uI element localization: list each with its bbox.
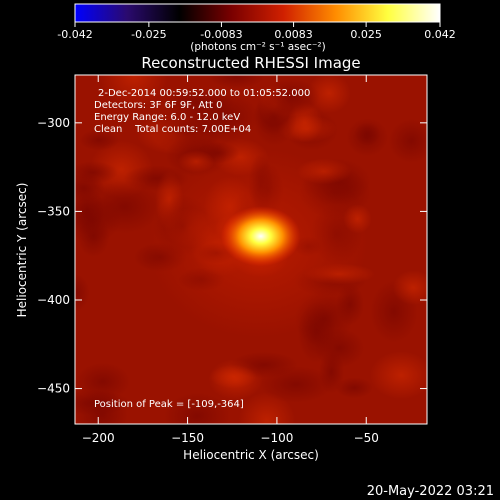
y-axis-label: Heliocentric Y (arcsec)	[15, 183, 29, 318]
annotation-time-range: 2-Dec-2014 00:59:52.000 to 01:05:52.000	[98, 88, 310, 99]
texture-blob	[75, 390, 128, 424]
x-tick-label: −150	[171, 431, 204, 445]
texture-blob	[99, 75, 168, 108]
annotation-energy-range: Energy Range: 6.0 - 12.0 keV	[94, 112, 240, 123]
colorbar-tick-label: -0.025	[131, 28, 166, 41]
texture-blob	[163, 392, 231, 424]
colorbar-gradient	[74, 3, 441, 23]
peak-source	[220, 206, 301, 267]
texture-blob	[75, 161, 119, 184]
colorbar-tick-label: 0.025	[350, 28, 382, 41]
texture-blob	[388, 118, 427, 164]
annotation-clean-counts: Clean Total counts: 7.00E+04	[94, 124, 251, 135]
texture-blob	[259, 366, 333, 403]
x-tick-label: −100	[260, 431, 293, 445]
x-axis-label: Heliocentric X (arcsec)	[183, 448, 319, 462]
annotations: 2-Dec-2014 00:59:52.000 to 01:05:52.000 …	[94, 88, 310, 410]
y-tick-label: −450	[37, 382, 70, 396]
colorbar-units: (photons cm⁻² s⁻¹ asec⁻²)	[190, 41, 325, 53]
axis-ticks: −200 −150 −100 −50 −300 −350 −400 −450	[37, 75, 427, 445]
annotation-detectors: Detectors: 3F 6F 9F, Att 0	[94, 100, 222, 111]
footer-date: 20-May-2022 03:21	[367, 484, 494, 499]
texture-blob	[75, 273, 90, 312]
texture-blob	[208, 75, 265, 89]
x-tick-label: −50	[354, 431, 379, 445]
y-tick-label: −400	[37, 293, 70, 307]
texture-blob	[209, 364, 257, 389]
texture-blob	[369, 351, 427, 400]
image-area	[75, 75, 427, 424]
y-tick-label: −300	[37, 116, 70, 130]
texture-blob	[346, 118, 389, 157]
colorbar-tick-label: 0.0083	[274, 28, 313, 41]
texture-blob	[392, 270, 427, 305]
texture-blob	[335, 377, 374, 399]
peak-position-label: Position of Peak = [-109,-364]	[94, 399, 244, 410]
texture-blob	[307, 75, 351, 114]
colorbar-tick-label: -0.0083	[200, 28, 242, 41]
colorbar-tick-label: 0.042	[424, 28, 456, 41]
colorbar: -0.042 -0.025 -0.0083 0.0083 0.025 0.042 (pho…	[57, 3, 456, 53]
chart-title: Reconstructed RHESSI Image	[141, 54, 360, 72]
y-tick-label: −350	[37, 204, 70, 218]
colorbar-tick-label: -0.042	[57, 28, 92, 41]
texture-blob	[88, 180, 161, 234]
texture-blob	[263, 78, 321, 116]
plot-frame	[74, 74, 428, 425]
x-tick-label: −200	[82, 431, 115, 445]
colorbar-ticks: -0.042 -0.025 -0.0083 0.0083 0.025 0.042	[57, 22, 456, 41]
texture-blob	[79, 129, 119, 151]
texture-blob	[152, 106, 224, 155]
texture-blob	[77, 215, 110, 258]
